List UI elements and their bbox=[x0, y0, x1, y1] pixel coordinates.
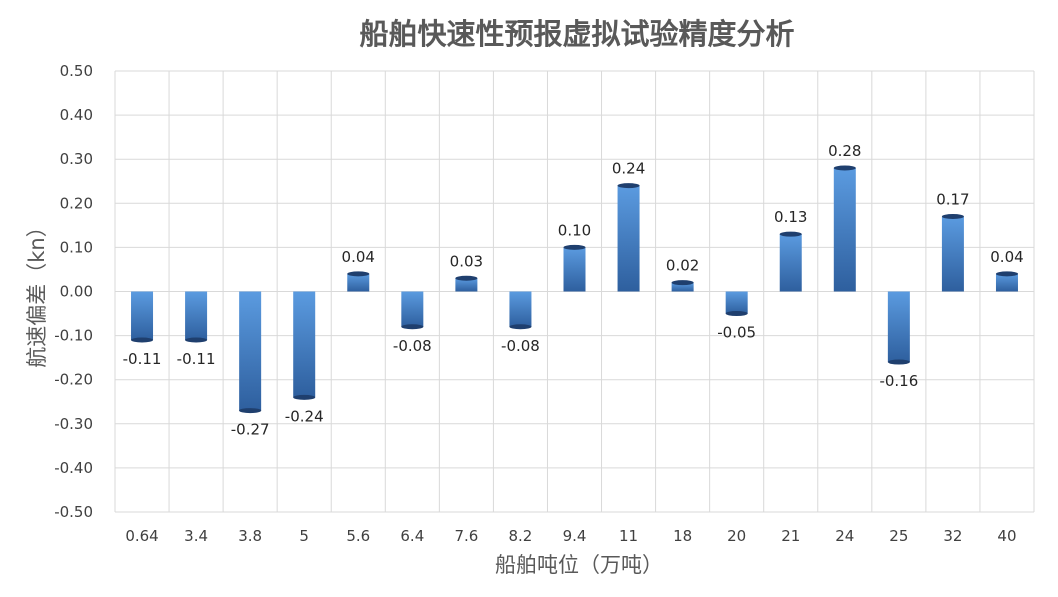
data-labels: -0.11 -0.11 -0.27 -0.24 0.04 -0.08 0.03 -0.08 0.… bbox=[123, 142, 1024, 439]
bar bbox=[401, 291, 424, 327]
bar bbox=[509, 291, 532, 327]
x-tick-label: 40 bbox=[997, 527, 1016, 545]
data-label: -0.16 bbox=[879, 372, 918, 390]
x-axis-title: 船舶吨位（万吨） bbox=[495, 553, 663, 577]
x-tick-label: 0.64 bbox=[125, 527, 158, 545]
y-tick-label: 0.20 bbox=[60, 194, 93, 212]
x-tick-label: 3.8 bbox=[238, 527, 262, 545]
y-tick-label: -0.40 bbox=[54, 459, 93, 477]
data-label: 0.02 bbox=[666, 257, 699, 275]
y-tick-label: 0.00 bbox=[60, 283, 93, 301]
x-tick-label: 25 bbox=[889, 527, 908, 545]
bar-cap bbox=[671, 280, 694, 286]
y-tick-label: 0.30 bbox=[60, 150, 93, 168]
bar bbox=[185, 291, 208, 341]
bar-cap bbox=[941, 214, 964, 220]
x-tick-label: 5 bbox=[299, 527, 309, 545]
x-tick-label: 6.4 bbox=[400, 527, 424, 545]
bar-cap bbox=[617, 183, 640, 189]
bar bbox=[779, 234, 802, 292]
bar bbox=[455, 278, 478, 292]
y-axis-ticks: -0.50 -0.40 -0.30 -0.20 -0.10 0.00 0.10 0.20 0.3… bbox=[54, 62, 93, 521]
x-tick-label: 24 bbox=[835, 527, 854, 545]
x-tick-label: 3.4 bbox=[184, 527, 208, 545]
y-tick-label: -0.30 bbox=[54, 415, 93, 433]
x-tick-label: 7.6 bbox=[454, 527, 478, 545]
bar bbox=[833, 168, 856, 292]
bar-cap bbox=[185, 337, 208, 343]
data-label: 0.13 bbox=[774, 208, 807, 226]
bar bbox=[887, 291, 910, 363]
bar bbox=[293, 291, 316, 398]
bar-cap bbox=[509, 324, 532, 330]
data-label: 0.28 bbox=[828, 142, 861, 160]
y-axis-title: 航速偏差（kn） bbox=[25, 216, 49, 367]
y-tick-label: -0.50 bbox=[54, 503, 93, 521]
x-tick-label: 11 bbox=[619, 527, 638, 545]
data-label: -0.11 bbox=[177, 350, 216, 368]
data-label: 0.17 bbox=[936, 191, 969, 209]
bar-cap bbox=[347, 271, 370, 277]
bar-cap bbox=[239, 408, 262, 414]
x-tick-label: 21 bbox=[781, 527, 800, 545]
data-label: -0.08 bbox=[393, 337, 432, 355]
data-label: 0.04 bbox=[990, 248, 1023, 266]
bar bbox=[563, 247, 586, 292]
data-label: 0.03 bbox=[450, 252, 483, 270]
x-tick-label: 32 bbox=[943, 527, 962, 545]
data-label: -0.05 bbox=[717, 324, 756, 342]
bar-cap bbox=[401, 324, 424, 330]
y-tick-label: 0.50 bbox=[60, 62, 93, 80]
data-label: -0.08 bbox=[501, 337, 540, 355]
bar bbox=[131, 291, 154, 341]
x-tick-label: 18 bbox=[673, 527, 692, 545]
data-label: 0.04 bbox=[342, 248, 375, 266]
data-label: 0.24 bbox=[612, 160, 645, 178]
bar-cap bbox=[563, 244, 586, 250]
x-tick-label: 8.2 bbox=[509, 527, 533, 545]
bar bbox=[995, 273, 1018, 292]
x-tick-label: 20 bbox=[727, 527, 746, 545]
bar bbox=[347, 273, 370, 292]
y-tick-label: 0.40 bbox=[60, 106, 93, 124]
bar bbox=[671, 282, 694, 292]
y-tick-label: 0.10 bbox=[60, 238, 93, 256]
y-tick-label: -0.10 bbox=[54, 327, 93, 345]
x-tick-label: 5.6 bbox=[346, 527, 370, 545]
bar-cap bbox=[779, 231, 802, 237]
chart-title: 船舶快速性预报虚拟试验精度分析 bbox=[359, 17, 794, 51]
y-tick-label: -0.20 bbox=[54, 371, 93, 389]
bar bbox=[239, 291, 262, 411]
gridlines bbox=[114, 70, 1035, 513]
bar bbox=[725, 291, 748, 314]
bar-cap bbox=[455, 275, 478, 281]
data-label: -0.24 bbox=[285, 407, 324, 425]
data-label: -0.27 bbox=[231, 421, 270, 439]
data-label: -0.11 bbox=[123, 350, 162, 368]
bar-cap bbox=[833, 165, 856, 171]
bar-cap bbox=[131, 337, 154, 343]
bar-cap bbox=[725, 311, 748, 317]
bar-cap bbox=[995, 271, 1018, 277]
x-tick-label: 9.4 bbox=[563, 527, 587, 545]
bar bbox=[617, 185, 640, 292]
bar-cap bbox=[293, 394, 316, 400]
bar-cap bbox=[887, 359, 910, 365]
data-label: 0.10 bbox=[558, 221, 591, 239]
x-axis-ticks: 0.64 3.4 3.8 5 5.6 6.4 7.6 8.2 9.4 11 18 20 21 24 25 32… bbox=[125, 527, 1016, 545]
bars bbox=[131, 165, 1018, 414]
bar bbox=[941, 216, 964, 292]
